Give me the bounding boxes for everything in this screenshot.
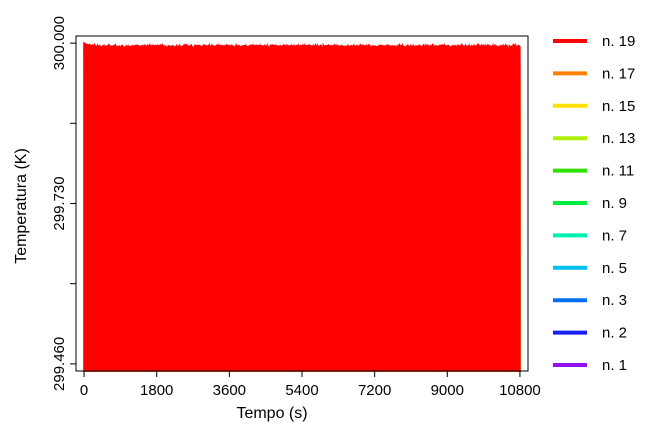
legend-label: n. 5 xyxy=(602,260,627,277)
x-tick-label: 10800 xyxy=(499,382,541,399)
legend-label: n. 2 xyxy=(602,325,627,342)
legend-label: n. 7 xyxy=(602,227,627,244)
legend-label: n. 13 xyxy=(602,130,635,147)
legend-label: n. 1 xyxy=(602,357,627,374)
x-tick-label: 0 xyxy=(80,382,88,399)
y-tick-label: 299.460 xyxy=(51,337,68,391)
x-tick-label: 5400 xyxy=(285,382,318,399)
legend: n. 19 n. 17 n. 15 n. 13 n. 11 n. 9 n. 7 n. 5 n. … xyxy=(553,33,635,374)
x-tick-label: 1800 xyxy=(140,382,173,399)
x-axis: 0 1800 3600 5400 7200 9000 10800 xyxy=(80,371,541,399)
y-tick-label: 299.730 xyxy=(51,176,68,230)
legend-label: n. 9 xyxy=(602,195,627,212)
x-tick-label: 9000 xyxy=(431,382,464,399)
series-n-19 xyxy=(83,41,521,372)
legend-label: n. 19 xyxy=(602,33,635,50)
legend-label: n. 11 xyxy=(602,163,634,180)
series-layer xyxy=(83,41,521,372)
y-axis: 299.460 299.730 300.000 xyxy=(51,16,76,391)
y-tick-label: 300.000 xyxy=(51,16,68,70)
legend-label: n. 15 xyxy=(602,98,635,115)
x-tick-label: 3600 xyxy=(213,382,246,399)
legend-label: n. 3 xyxy=(602,292,627,309)
legend-label: n. 17 xyxy=(602,65,635,82)
x-axis-label: Tempo (s) xyxy=(236,405,307,422)
x-tick-label: 7200 xyxy=(358,382,391,399)
y-axis-label: Temperatura (K) xyxy=(13,148,30,264)
